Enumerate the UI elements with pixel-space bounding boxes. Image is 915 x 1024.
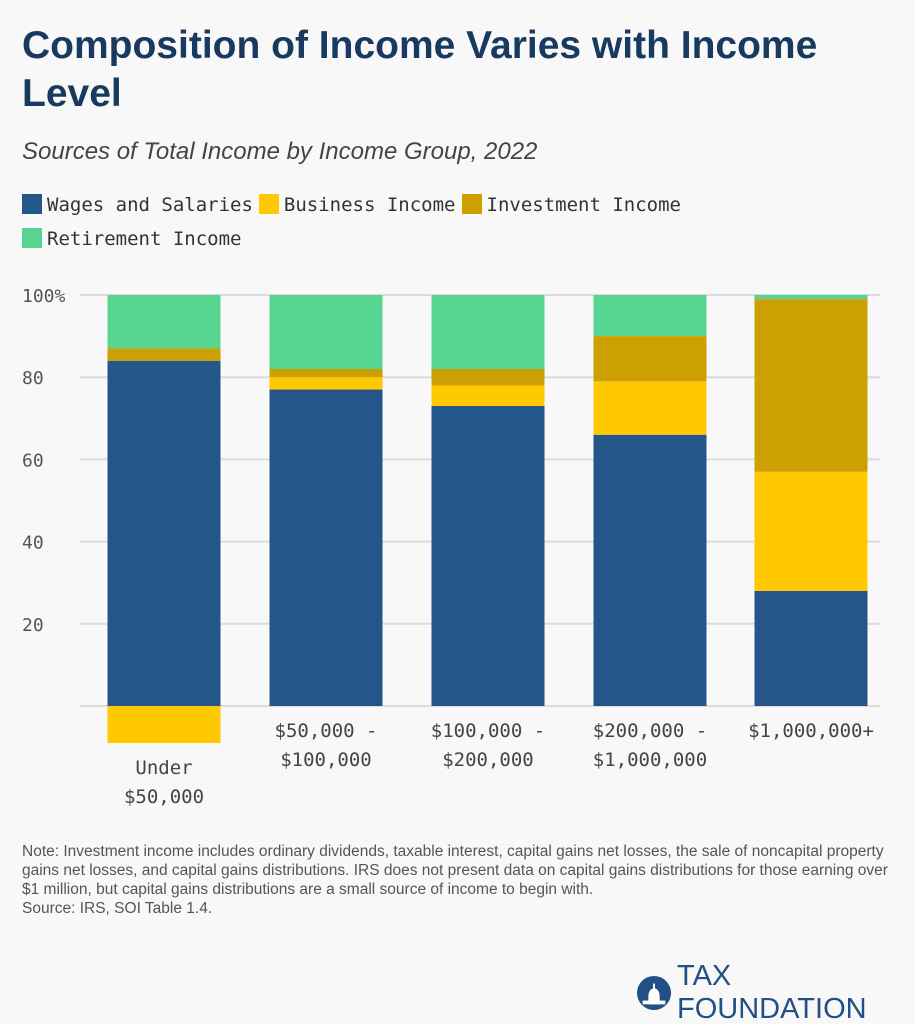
y-tick-label: 20 [22,615,44,636]
bar-segment [269,389,383,706]
legend-swatch [22,194,42,214]
x-tick-label: $1,000,000+ [748,720,874,742]
chart-plot: 20 40 60 80 100% Under $50,000 $50,000 - $100,00… [22,286,880,808]
bar-segment [431,295,545,369]
legend-item: Business Income [258,194,456,216]
y-tick-label: 80 [22,368,44,389]
y-tick-label: 100% [22,286,66,307]
bar-segment [107,348,221,361]
note: Note: Investment income includes ordinar… [22,842,892,918]
bar-segment [269,295,383,369]
x-tick-label: $50,000 - [275,720,378,742]
x-tick-label: $100,000 - [431,720,545,742]
legend-label: Wages and Salaries [47,194,253,216]
source-text: Source: IRS, SOI Table 1.4. [22,900,213,917]
bar-segment [593,336,707,382]
bar-segment [269,377,383,390]
capitol-icon [637,975,672,1011]
x-tick-label: $200,000 [442,749,534,771]
legend-label: Investment Income [486,194,681,216]
bar-segment [431,385,545,406]
chart-title: Composition of Income Varies with Income… [22,24,818,115]
legend-label: Retirement Income [47,228,242,250]
y-tick-label: 40 [22,533,44,554]
bar-segment [107,360,221,706]
bar-segment [754,471,868,591]
bar-segment [593,381,707,435]
x-tick-label: $1,000,000 [593,749,707,771]
bar-segment [754,590,868,706]
logo-text: TAX FOUNDATION [677,960,867,1024]
bar-segment [431,368,545,386]
y-tick-label: 60 [22,450,44,471]
legend-item: Investment Income [461,194,681,216]
bar-segment [754,299,868,472]
tax-foundation-logo: TAX FOUNDATION [637,960,915,1024]
chart-subtitle: Sources of Total Income by Income Group,… [22,138,538,165]
bar-segment [107,295,221,349]
legend-item: Retirement Income [22,228,241,250]
x-tick-label: $50,000 [124,786,204,808]
bar-segment [593,295,707,337]
x-tick-label: $200,000 - [593,720,707,742]
x-tick-label: Under [135,757,192,779]
bar-segment [431,405,545,706]
legend-swatch [22,228,42,248]
bar-segment [754,295,868,300]
x-tick-label: $100,000 [280,749,372,771]
legend-item: Wages and Salaries [22,194,253,216]
legend-swatch [461,194,482,214]
legend-label: Business Income [283,194,456,216]
bar-segment [269,368,383,378]
bar-segment [593,434,707,706]
bar-segment [107,706,221,743]
legend-swatch [258,194,279,214]
legend: Wages and Salaries Business Income Investm… [22,188,702,256]
note-text: Note: Investment income includes ordinar… [22,843,888,898]
